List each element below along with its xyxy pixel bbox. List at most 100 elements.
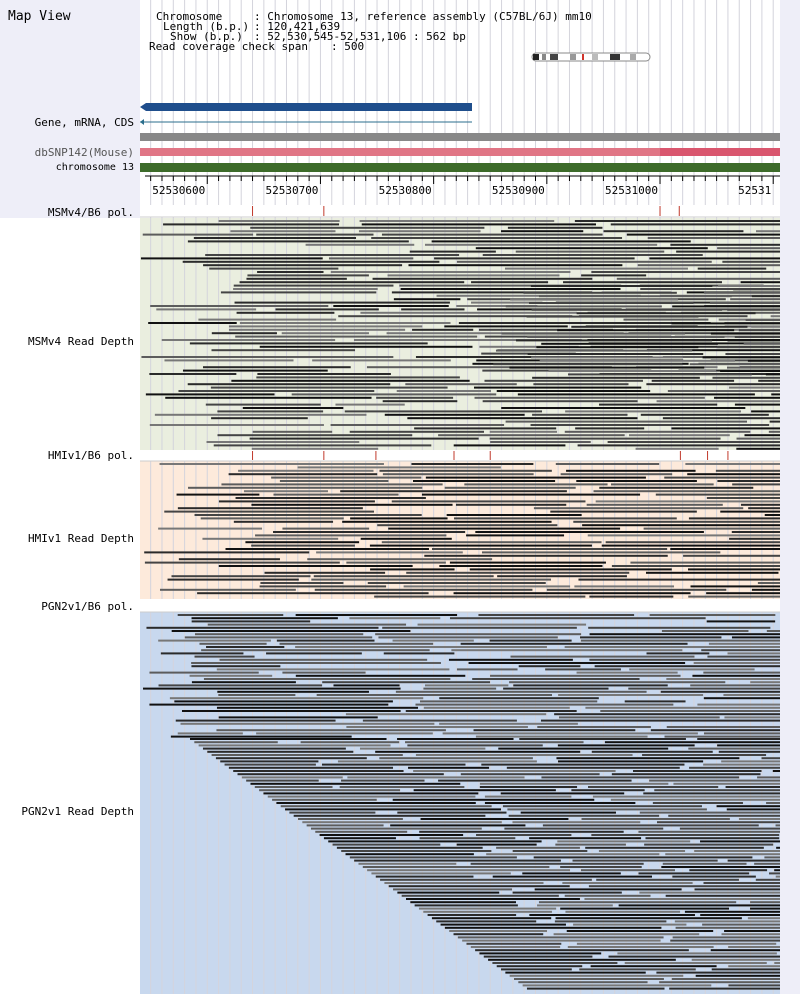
pgn-read <box>375 875 474 878</box>
pgn-read <box>401 894 559 897</box>
pgn-read <box>545 668 621 671</box>
pgn-read <box>557 744 695 747</box>
hmi-read <box>582 524 780 527</box>
msm-depth-track-label[interactable]: MSMv4 Read Depth <box>28 335 134 348</box>
gene-track-label[interactable]: Gene, mRNA, CDS <box>34 116 134 129</box>
pgn-read <box>644 843 774 846</box>
pgn-read <box>503 687 609 690</box>
hmi-read <box>360 537 452 540</box>
hmi-read <box>279 480 389 482</box>
pgn-read <box>564 894 651 897</box>
pgn-read <box>263 792 479 795</box>
msm-read <box>504 267 688 270</box>
map-canvas[interactable]: 52530600 52530700 52530800 52530900 52531000… <box>140 0 784 994</box>
hmi-read <box>706 592 780 595</box>
pgn-pol-track-label[interactable]: PGN2v1/B6 pol. <box>41 600 134 613</box>
pgn-read <box>406 898 580 900</box>
chromosome-info-label: Chromosome <box>156 10 223 23</box>
ideogram-band <box>570 54 576 60</box>
msm-read <box>482 254 703 256</box>
hmi-read <box>717 480 780 482</box>
pgn-read <box>526 987 665 990</box>
hmi-read <box>228 473 378 476</box>
pgn-read <box>478 614 635 616</box>
pgn-read <box>775 875 780 878</box>
msm-read <box>275 308 379 311</box>
pgn-read <box>216 729 446 732</box>
pgn-read <box>489 639 572 642</box>
hmi-read <box>576 480 697 482</box>
msm-read <box>538 295 732 298</box>
hmi-read <box>453 592 691 595</box>
hmi-pol-track-label[interactable]: HMIv1/B6 pol. <box>47 449 134 462</box>
msm-read <box>571 325 748 328</box>
pgn-read <box>512 821 641 824</box>
pgn-read <box>501 968 572 971</box>
hmi-depth-track-label[interactable]: HMIv1 Read Depth <box>28 532 134 545</box>
msm-read <box>507 226 603 229</box>
pgn-read <box>610 798 780 801</box>
pgn-read <box>347 776 525 779</box>
hmi-read <box>729 537 780 540</box>
msm-read <box>182 260 440 263</box>
hmi-read <box>314 588 533 591</box>
pgn-read <box>191 662 441 664</box>
dbsnp-track-label[interactable]: dbSNP142(Mouse) <box>34 146 134 159</box>
hmi-read <box>688 595 780 598</box>
pgn-read <box>282 671 366 674</box>
pgn-read <box>579 968 696 971</box>
pgn-read <box>310 827 482 830</box>
hmi-read <box>599 486 754 489</box>
pgn-read <box>580 636 722 639</box>
hmi-read <box>177 507 363 510</box>
hmi-read <box>369 544 592 547</box>
pgn-read <box>390 824 526 827</box>
msm-read <box>141 356 394 358</box>
chromosome-track-label[interactable]: chromosome 13 <box>55 162 134 173</box>
pgn-read <box>711 968 780 971</box>
hmi-read <box>715 469 780 472</box>
pgn-read <box>199 642 267 645</box>
pgn-read <box>506 766 680 769</box>
msm-read <box>647 237 780 239</box>
pgn-read <box>672 875 756 878</box>
pgn-read <box>420 700 598 703</box>
msm-read <box>165 396 372 399</box>
msm-read <box>361 223 596 226</box>
msm-read <box>515 250 665 253</box>
pgn-read <box>169 697 424 700</box>
msm-read <box>770 315 780 318</box>
pgn-read <box>419 830 624 833</box>
pgn-read <box>345 713 547 716</box>
pgn-read <box>652 802 743 804</box>
pgn-read <box>728 984 780 987</box>
hmi-read <box>425 476 646 479</box>
pgn-depth-track-label[interactable]: PGN2v1 Read Depth <box>21 805 134 818</box>
msm-read <box>163 223 340 226</box>
hmi-read <box>316 551 463 554</box>
hmi-read <box>546 588 727 591</box>
pgn-read <box>657 821 780 824</box>
hmi-read <box>751 588 780 591</box>
hmi-read <box>578 578 780 581</box>
pgn-read <box>766 802 780 804</box>
pgn-read <box>750 681 780 684</box>
pgn-read <box>298 818 403 820</box>
pgn-read <box>718 750 780 753</box>
msm-read <box>371 237 623 239</box>
mrna-arrow <box>140 119 144 125</box>
msm-read <box>482 400 638 403</box>
hmi-read <box>605 541 780 544</box>
map-svg[interactable]: 52530600 52530700 52530800 52530900 52531000… <box>140 0 784 994</box>
pgn-read <box>380 878 592 881</box>
pgn-read <box>703 671 780 674</box>
pgn-read <box>359 747 486 750</box>
msm-read <box>387 274 560 277</box>
msm-read <box>640 288 780 290</box>
msm-pol-track-label[interactable]: MSMv4/B6 pol. <box>47 206 134 219</box>
right-scroll-strip[interactable] <box>780 0 800 994</box>
msm-read <box>205 254 460 256</box>
pgn-read <box>611 773 761 776</box>
msm-read <box>202 366 351 369</box>
sidebar: Map View Gene, mRNA, CDS dbSNP142(Mouse)… <box>0 0 140 994</box>
